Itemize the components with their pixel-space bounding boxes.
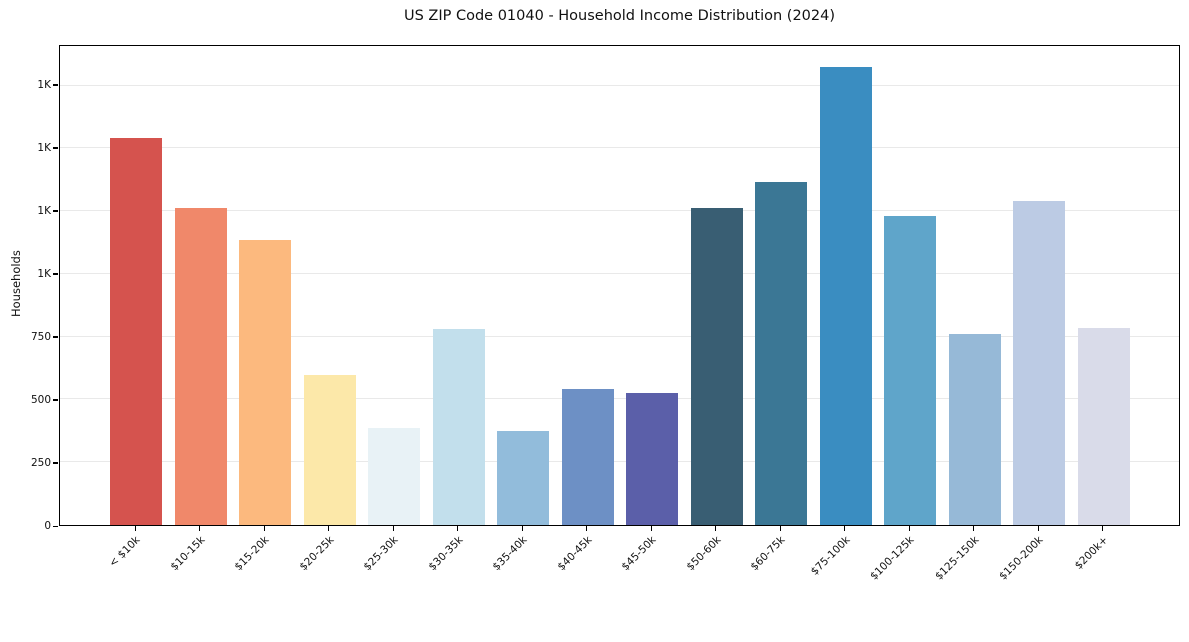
x-tick-label-40-45k: $40-45k [554,534,594,574]
x-tick-mark [521,526,523,531]
x-tick-label-200k: $200k+ [1072,534,1110,572]
bar-20-25k [303,374,356,525]
gridline-1K-1250 [60,210,1179,212]
x-tick-mark [715,526,717,531]
bar-125-150k [948,333,1001,525]
x-tick-label-10-15k: $10-15k [167,534,207,574]
bar-15-20k [239,239,291,525]
x-tick-label-30-35k: $30-35k [425,534,465,574]
x-tick-label-125-150k: $125-150k [932,534,981,583]
bar-200k [1077,328,1130,525]
y-tick-mark [53,525,58,527]
bar-75-100k [819,67,872,525]
x-tick-label-75-100k: $75-100k [808,534,852,578]
y-tick-mark [53,336,58,338]
x-tick-mark [779,526,781,531]
bar-35-40k [497,431,549,525]
y-tick-mark [53,84,58,86]
gridline-1K-1500 [60,147,1179,149]
x-tick-mark [392,526,394,531]
bar-10k [110,138,162,525]
gridline-1K-1750 [60,84,1179,86]
income-distribution-figure: US ZIP Code 01040 - Household Income Dis… [9,8,1180,583]
gridline-750-750 [60,335,1179,337]
bar-100-125k [884,216,936,525]
x-tick-mark [328,526,330,531]
y-tick-mark [53,462,58,464]
x-tick-label-35-40k: $35-40k [490,534,530,574]
y-tick-label-0: 0 [44,520,51,532]
bar-10-15k [174,207,227,525]
x-tick-label-20-25k: $20-25k [296,534,336,574]
y-tick-label-1250: 1K [37,204,51,217]
bar-30-35k [432,328,485,525]
x-tick-label-100-125k: $100-125k [867,534,917,583]
x-tick-label-25-30k: $25-30k [361,534,401,574]
x-tick-label-50-60k: $50-60k [683,534,723,574]
bar-45-50k [626,393,678,525]
x-tick-mark [134,526,136,531]
y-tick-mark [53,210,58,212]
x-tick-mark [263,526,265,531]
x-tick-mark [457,526,459,531]
x-tick-mark [1102,526,1104,531]
x-tick-label-150-200k: $150-200k [996,534,1046,583]
x-tick-label-45-50k: $45-50k [619,534,659,574]
x-tick-label-10k: < $10k [106,534,143,570]
plot-area [59,45,1180,526]
bar-60-75k [755,182,807,525]
y-tick-label-500: 500 [30,393,51,406]
y-axis-title: Households [9,250,23,317]
y-tick-label-1750: 1K [37,78,51,91]
y-tick-label-1500: 1K [37,141,51,154]
y-tick-label-1000: 1K [37,267,51,280]
chart-title: US ZIP Code 01040 - Household Income Dis… [403,8,836,24]
x-tick-mark [650,526,652,531]
bar-40-45k [561,388,614,525]
y-tick-mark [53,147,58,149]
gridline-500-500 [60,398,1179,400]
y-tick-mark [53,399,58,401]
bar-50-60k [690,208,743,525]
x-tick-mark [908,526,910,531]
bar-150-200k [1013,201,1065,525]
bar-25-30k [368,427,420,525]
x-tick-mark [844,526,846,531]
x-tick-mark [1037,526,1039,531]
gridline-1K-1000 [60,272,1179,274]
y-tick-mark [53,273,58,275]
x-tick-mark [199,526,201,531]
gridline-250-250 [60,461,1179,463]
x-tick-label-15-20k: $15-20k [232,534,272,574]
y-tick-label-750: 750 [30,330,51,343]
x-tick-label-60-75k: $60-75k [748,534,788,574]
x-tick-mark [586,526,588,531]
x-tick-mark [973,526,975,531]
y-tick-label-250: 250 [30,456,51,469]
